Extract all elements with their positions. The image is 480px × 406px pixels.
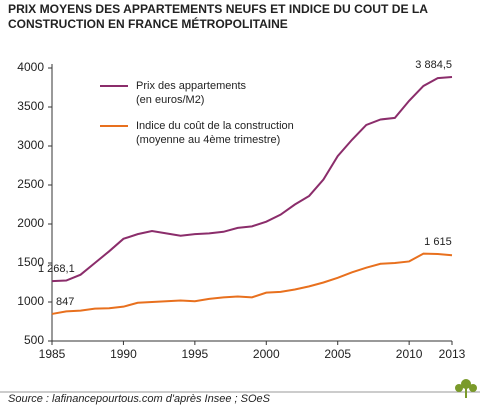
x-tick-label: 1990: [110, 347, 137, 361]
x-tick-label: 2000: [253, 347, 280, 361]
legend-label: (en euros/M2): [136, 94, 204, 106]
y-tick-label: 3500: [17, 99, 44, 113]
logo: [455, 379, 477, 398]
data-label: 847: [56, 296, 74, 308]
x-tick-label: 1985: [39, 347, 66, 361]
legend-label: (moyenne au 4ème trimestre): [136, 134, 280, 146]
data-label: 3 884,5: [415, 59, 452, 71]
legend-label: Indice du coût de la construction: [136, 120, 294, 132]
data-label: 1 615: [424, 236, 452, 248]
y-tick-label: 3000: [17, 138, 44, 152]
y-tick-label: 2000: [17, 216, 44, 230]
y-tick-label: 1500: [17, 255, 44, 269]
chart-title: CONSTRUCTION EN FRANCE MÉTROPOLITAINE: [8, 16, 288, 31]
y-tick-label: 1000: [17, 294, 44, 308]
chart-title: PRIX MOYENS DES APPARTEMENTS NEUFS ET IN…: [8, 2, 428, 16]
data-label: 1 268,1: [38, 263, 75, 275]
y-tick-label: 2500: [17, 177, 44, 191]
source: Source : lafinancepourtous.com d'après I…: [8, 393, 271, 405]
series-line: [51, 76, 453, 283]
x-tick-label: 1995: [182, 347, 209, 361]
legend-label: Prix des appartements: [136, 80, 247, 92]
y-tick-label: 4000: [17, 60, 44, 74]
x-tick-label: 2010: [396, 347, 423, 361]
series-line: [51, 252, 453, 315]
x-tick-label: 2013: [439, 347, 466, 361]
x-tick-label: 2005: [324, 347, 351, 361]
y-tick-label: 500: [24, 333, 44, 347]
